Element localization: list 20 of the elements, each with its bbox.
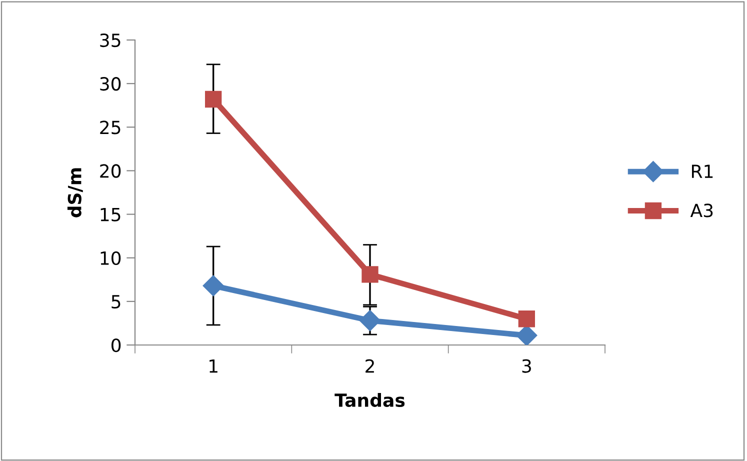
x-tick-label: 3 — [522, 359, 531, 373]
point — [518, 310, 535, 328]
y-tick-label: 20 — [100, 164, 121, 178]
x-tick-label: 1 — [210, 359, 218, 373]
y-tick-label: 30 — [100, 77, 121, 91]
y-tick-label: 15 — [100, 208, 120, 222]
y-tick-label: 0 — [112, 338, 121, 352]
legend-label: A3 — [690, 204, 713, 218]
point — [205, 90, 222, 108]
y-tick-label: 35 — [100, 33, 120, 48]
y-axis-title: dS/m — [67, 168, 83, 218]
y-tick-label: 25 — [100, 120, 120, 134]
x-axis-title: Tandas — [334, 393, 405, 408]
y-tick-label: 10 — [100, 251, 121, 265]
point — [362, 266, 378, 283]
y-tick-label: 5 — [112, 295, 120, 309]
point — [359, 310, 381, 332]
x-tick-label: 2 — [366, 359, 374, 373]
point — [202, 275, 224, 296]
legend-label: R1 — [692, 164, 713, 178]
